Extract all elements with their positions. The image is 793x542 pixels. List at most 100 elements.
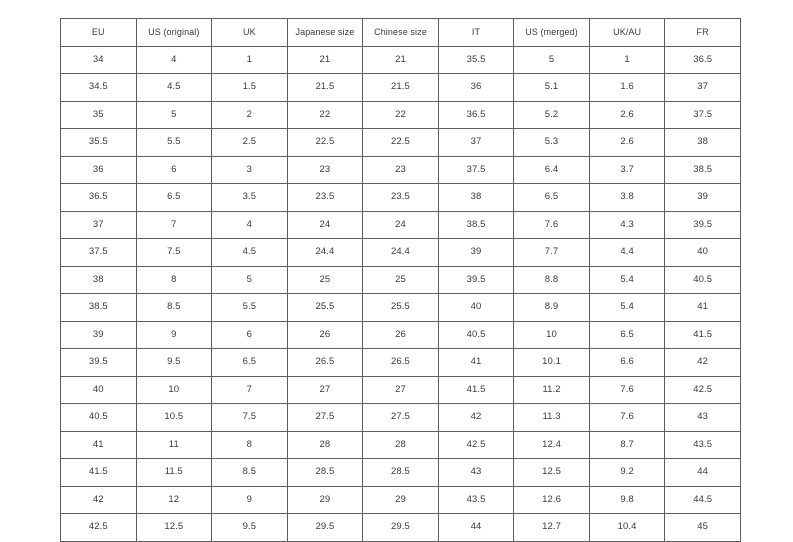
table-cell: 11.3 <box>513 403 590 432</box>
table-cell: 26.5 <box>286 348 364 377</box>
table-cell: 6.5 <box>135 183 213 212</box>
table-cell: 44 <box>664 458 741 487</box>
table-cell: 1.5 <box>211 73 288 102</box>
table-cell: 29.5 <box>286 513 364 542</box>
page-root: EU US (original) UK Japanese size Chinese si… <box>60 18 741 542</box>
table-cell: 37 <box>437 128 515 157</box>
column-header-uk-au: UK/AU <box>588 18 666 47</box>
table-cell: 23 <box>286 155 364 184</box>
table-cell: 40 <box>664 238 741 267</box>
table-cell: 7 <box>211 375 288 404</box>
table-cell: 3.5 <box>211 183 288 212</box>
table-cell: 2.6 <box>588 128 666 157</box>
table-cell: 11.5 <box>135 458 213 487</box>
table-cell: 8.5 <box>211 458 288 487</box>
table-cell: 7.6 <box>588 403 666 432</box>
table-cell: 22.5 <box>362 128 439 157</box>
table-cell: 35.5 <box>437 45 515 74</box>
table-cell: 8 <box>211 430 288 459</box>
table-cell: 7 <box>135 210 213 239</box>
table-cell: 2.6 <box>588 100 666 129</box>
table-cell: 36 <box>60 155 137 184</box>
size-table-container: EU US (original) UK Japanese size Chinese si… <box>60 18 741 542</box>
table-cell: 12.6 <box>513 485 590 514</box>
table-cell: 34 <box>60 45 137 74</box>
table-cell: 37 <box>60 210 137 239</box>
table-cell: 42.5 <box>664 375 741 404</box>
table-cell: 44.5 <box>664 485 741 514</box>
table-cell: 2.5 <box>211 128 288 157</box>
table-cell: 36.5 <box>437 100 515 129</box>
table-cell: 23.5 <box>362 183 439 212</box>
column-header-it: IT <box>437 18 515 47</box>
table-cell: 27 <box>286 375 364 404</box>
table-cell: 39.5 <box>60 348 137 377</box>
table-cell: 4.5 <box>135 73 213 102</box>
table-cell: 39.5 <box>437 265 515 294</box>
table-cell: 28 <box>362 430 439 459</box>
table-cell: 11.2 <box>513 375 590 404</box>
table-cell: 3.8 <box>588 183 666 212</box>
table-cell: 3.7 <box>588 155 666 184</box>
table-cell: 6 <box>211 320 288 349</box>
table-cell: 22 <box>286 100 364 129</box>
table-cell: 29 <box>286 485 364 514</box>
table-cell: 42.5 <box>60 513 137 542</box>
shoe-size-conversion-table: EU US (original) UK Japanese size Chinese si… <box>60 18 741 542</box>
table-cell: 43 <box>664 403 741 432</box>
table-cell: 37.5 <box>437 155 515 184</box>
table-cell: 26 <box>362 320 439 349</box>
table-cell: 41.5 <box>664 320 741 349</box>
table-cell: 5 <box>211 265 288 294</box>
table-row: 39.5 9.5 6.5 26.5 26.5 41 10.1 6.6 42 <box>60 348 741 377</box>
table-cell: 10 <box>135 375 213 404</box>
table-cell: 5.3 <box>513 128 590 157</box>
table-cell: 38.5 <box>664 155 741 184</box>
table-cell: 6.4 <box>513 155 590 184</box>
table-row: 35 5 2 22 22 36.5 5.2 2.6 37.5 <box>60 100 741 129</box>
table-cell: 1 <box>588 45 666 74</box>
column-header-us-original: US (original) <box>135 18 213 47</box>
table-header-row: EU US (original) UK Japanese size Chinese si… <box>60 18 741 47</box>
table-cell: 38.5 <box>437 210 515 239</box>
table-cell: 36 <box>437 73 515 102</box>
table-cell: 43.5 <box>437 485 515 514</box>
table-cell: 7.5 <box>135 238 213 267</box>
table-cell: 5.2 <box>513 100 590 129</box>
table-row: 35.5 5.5 2.5 22.5 22.5 37 5.3 2.6 38 <box>60 128 741 157</box>
table-cell: 40 <box>437 293 515 322</box>
table-cell: 39.5 <box>664 210 741 239</box>
table-cell: 6.5 <box>588 320 666 349</box>
table-cell: 38 <box>664 128 741 157</box>
table-cell: 8 <box>135 265 213 294</box>
table-cell: 21 <box>286 45 364 74</box>
table-cell: 6 <box>135 155 213 184</box>
table-cell: 26 <box>286 320 364 349</box>
table-header: EU US (original) UK Japanese size Chinese si… <box>60 18 741 47</box>
column-header-japanese-size: Japanese size <box>286 18 364 47</box>
table-row: 38.5 8.5 5.5 25.5 25.5 40 8.9 5.4 41 <box>60 293 741 322</box>
table-row: 34 4 1 21 21 35.5 5 1 36.5 <box>60 45 741 74</box>
table-cell: 10 <box>513 320 590 349</box>
table-cell: 25.5 <box>362 293 439 322</box>
table-cell: 2 <box>211 100 288 129</box>
table-cell: 25.5 <box>286 293 364 322</box>
table-cell: 25 <box>286 265 364 294</box>
table-cell: 36.5 <box>60 183 137 212</box>
table-cell: 10.1 <box>513 348 590 377</box>
table-cell: 38.5 <box>60 293 137 322</box>
table-cell: 42.5 <box>437 430 515 459</box>
table-cell: 7.6 <box>513 210 590 239</box>
table-cell: 22.5 <box>286 128 364 157</box>
table-row: 39 9 6 26 26 40.5 10 6.5 41.5 <box>60 320 741 349</box>
table-cell: 5.4 <box>588 265 666 294</box>
table-cell: 40.5 <box>664 265 741 294</box>
table-cell: 6.6 <box>588 348 666 377</box>
table-row: 40 10 7 27 27 41.5 11.2 7.6 42.5 <box>60 375 741 404</box>
table-cell: 8.5 <box>135 293 213 322</box>
table-cell: 4 <box>211 210 288 239</box>
table-cell: 5 <box>135 100 213 129</box>
table-cell: 6.5 <box>211 348 288 377</box>
table-cell: 4.5 <box>211 238 288 267</box>
table-cell: 6.5 <box>513 183 590 212</box>
